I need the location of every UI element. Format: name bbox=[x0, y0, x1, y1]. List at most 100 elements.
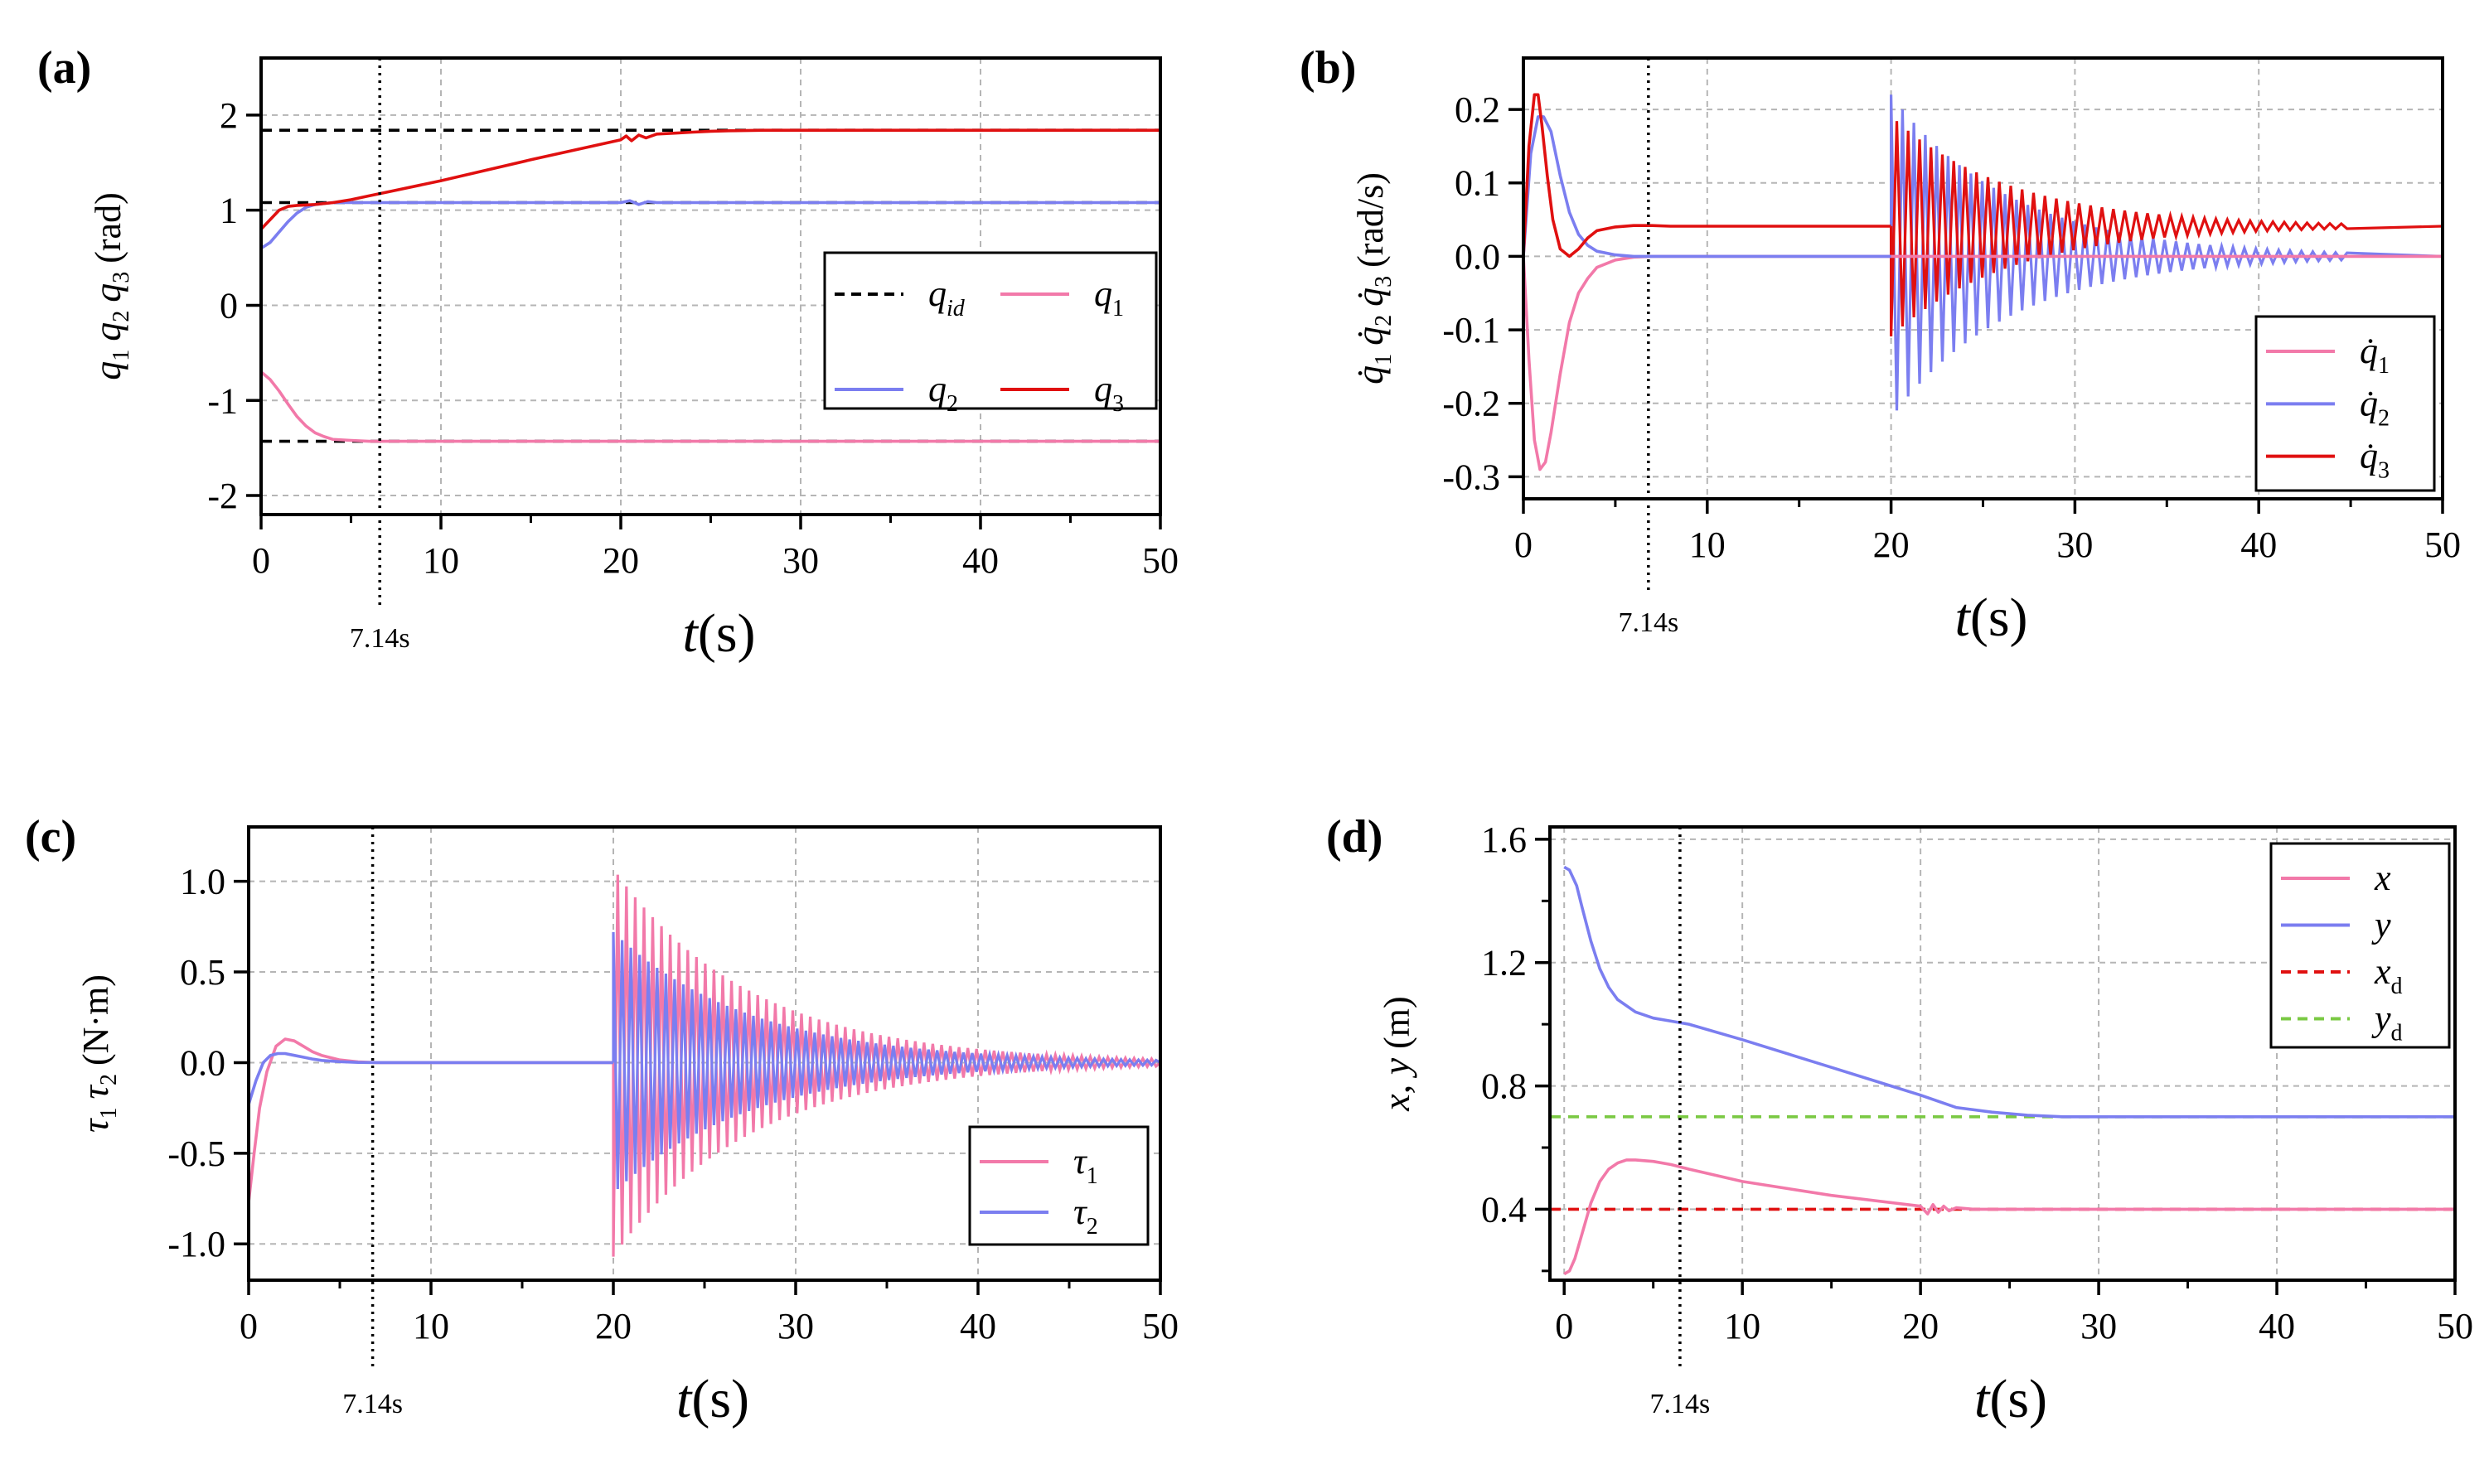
x-tick-label: 30 bbox=[782, 540, 819, 581]
legend-main: q bbox=[928, 369, 947, 409]
legend-entry: τ2 bbox=[1073, 1192, 1098, 1240]
legend-entry: q3 bbox=[1094, 369, 1124, 417]
y-label-symbol: q bbox=[86, 322, 128, 341]
y-tick-label: 0.0 bbox=[180, 1042, 225, 1083]
y-label-gap bbox=[90, 341, 128, 350]
data-layer bbox=[1523, 93, 2443, 471]
y-tick-label: -2 bbox=[207, 476, 238, 516]
y-label-symbol: τ bbox=[74, 1084, 116, 1099]
y-label-symbol: q bbox=[86, 361, 128, 380]
x-tick-label: 40 bbox=[2259, 1306, 2295, 1346]
y-label-gap bbox=[1353, 346, 1390, 354]
legend-entry: q̇1 bbox=[2360, 331, 2390, 379]
series-x-line bbox=[1563, 1158, 2455, 1276]
y-tick-label: -0.3 bbox=[1442, 457, 1500, 497]
legend-main: q̇ bbox=[2360, 383, 2378, 423]
y-label-symbol: q̇ bbox=[1349, 365, 1391, 384]
y-label-gap bbox=[1353, 268, 1390, 276]
legend-main: q bbox=[928, 273, 947, 314]
series-q1-line bbox=[261, 370, 1160, 443]
legend-main: τ bbox=[1073, 1141, 1088, 1182]
legend-entry: q̇3 bbox=[2360, 436, 2390, 484]
legend-entry: x bbox=[2374, 858, 2391, 898]
x-axis-label-unit: (s) bbox=[698, 603, 756, 664]
x-tick-label: 50 bbox=[2437, 1306, 2473, 1346]
y-label-gap bbox=[90, 302, 128, 311]
legend-sub: d bbox=[2391, 1021, 2403, 1047]
y-label-symbol: τ bbox=[74, 1118, 116, 1133]
legend-main: y bbox=[2371, 998, 2391, 1039]
x-axis-label-var: t bbox=[1974, 1369, 1991, 1429]
y-tick-label: 0.2 bbox=[1455, 89, 1500, 130]
legend-main: q̇ bbox=[2360, 436, 2378, 476]
x-axis-label: t(s) bbox=[1955, 587, 2028, 648]
y-tick-label: -0.5 bbox=[167, 1134, 225, 1174]
panel-b: 7.14s 0 10 20 30 40 50 -0.3 -0.2 -0.1 0.0 0.1 0.2 t(s… bbox=[1300, 42, 2461, 648]
panel-label: (c) bbox=[25, 811, 76, 863]
x-axis-label-var: t bbox=[676, 1369, 693, 1429]
x-axis-label: t(s) bbox=[676, 1369, 749, 1429]
y-tick-label: 1.0 bbox=[180, 862, 225, 902]
y-label-subscript: 3 bbox=[109, 272, 134, 283]
y-label-unit: (m) bbox=[1377, 996, 1417, 1058]
legend-main: q̇ bbox=[2360, 331, 2378, 371]
x-tick-label: 10 bbox=[423, 540, 459, 581]
legend-entry: y bbox=[2371, 905, 2391, 945]
x-tick-label: 50 bbox=[1142, 1306, 1179, 1346]
y-label-gap bbox=[78, 1066, 115, 1074]
legend-entry: qid bbox=[928, 273, 966, 321]
y-label-gap bbox=[1353, 307, 1390, 315]
x-tick-label: 0 bbox=[1514, 524, 1533, 565]
legend-main: y bbox=[2371, 905, 2391, 945]
y-label-symbol: q̇ bbox=[1349, 288, 1391, 307]
vline-annotation: 7.14s bbox=[1618, 607, 1678, 638]
y-label-unit: (rad/s) bbox=[1350, 172, 1391, 268]
y-label-vars: x, y bbox=[1375, 1057, 1417, 1111]
x-tick-label: 0 bbox=[252, 540, 270, 581]
y-tick-label: 1.6 bbox=[1481, 819, 1527, 860]
y-label-subscript: 2 bbox=[96, 1074, 122, 1085]
y-tick-label: 0.4 bbox=[1481, 1189, 1527, 1230]
legend-main: τ bbox=[1073, 1192, 1088, 1232]
x-tick-label: 0 bbox=[240, 1306, 258, 1346]
data-layer bbox=[261, 128, 1160, 443]
vline-annotation: 7.14s bbox=[1650, 1389, 1711, 1419]
y-label-subscript: 2 bbox=[1371, 315, 1397, 326]
x-axis-label-unit: (s) bbox=[1989, 1369, 2047, 1429]
y-tick-label: 0.5 bbox=[180, 952, 225, 993]
legend-sub: 2 bbox=[2378, 405, 2390, 431]
y-tick-label: 0.0 bbox=[1455, 236, 1500, 277]
x-tick-label: 20 bbox=[1902, 1306, 1939, 1346]
y-tick-label: -0.2 bbox=[1442, 384, 1500, 424]
y-tick-label: -1 bbox=[207, 380, 238, 421]
legend-main: x bbox=[2374, 858, 2391, 898]
x-tick-label: 20 bbox=[603, 540, 639, 581]
legend-entry: xd bbox=[2374, 951, 2403, 999]
y-label-gap bbox=[90, 263, 128, 272]
y-axis-label: x, y (m) bbox=[1375, 996, 1417, 1111]
y-label-subscript: 2 bbox=[109, 311, 134, 322]
panel-d: 7.14s 0 10 20 30 40 50 0.4 0.8 1.2 1.6 t(s) x, y (m)… bbox=[1326, 811, 2473, 1429]
legend-entry: τ1 bbox=[1073, 1141, 1098, 1189]
y-tick-label: 0.8 bbox=[1481, 1066, 1527, 1107]
y-axis-label: q1 q2 q3 (rad) bbox=[86, 192, 134, 380]
panel-c: 7.14s 0 10 20 30 40 50 -1.0 -0.5 0.0 0.5 1.0 t(s) τ1 … bbox=[25, 811, 1179, 1429]
x-tick-label: 20 bbox=[595, 1306, 632, 1346]
series-q3dot-oscillation bbox=[1890, 121, 2443, 337]
y-tick-label: -0.1 bbox=[1442, 310, 1500, 350]
x-tick-label: 10 bbox=[413, 1306, 449, 1346]
x-axis-label-var: t bbox=[683, 603, 700, 664]
x-tick-label: 40 bbox=[2240, 524, 2277, 565]
y-label-gap bbox=[78, 1099, 115, 1107]
y-tick-label: 0.1 bbox=[1455, 163, 1500, 204]
x-axis-label-unit: (s) bbox=[1970, 587, 2028, 648]
y-label-symbol: q̇ bbox=[1349, 326, 1391, 346]
legend-sub: 1 bbox=[1112, 296, 1124, 321]
x-tick-label: 40 bbox=[960, 1306, 996, 1346]
legend-sub: 1 bbox=[2378, 353, 2390, 379]
x-tick-label: 20 bbox=[1873, 524, 1910, 565]
x-tick-label: 30 bbox=[2056, 524, 2093, 565]
legend-main: q bbox=[1094, 369, 1112, 409]
x-tick-label: 40 bbox=[962, 540, 999, 581]
